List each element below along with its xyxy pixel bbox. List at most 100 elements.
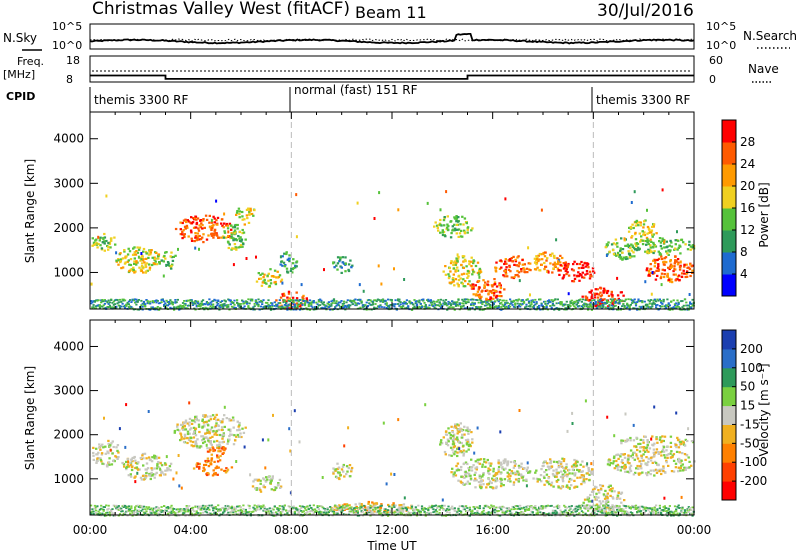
- echo-cell: [211, 414, 215, 417]
- echo-cell: [578, 469, 581, 472]
- echo-cell: [230, 232, 233, 235]
- ground-scatter-cell: [417, 306, 420, 309]
- echo-cell: [239, 236, 242, 239]
- echo-cell: [642, 453, 645, 456]
- ground-scatter-cell: [200, 505, 203, 507]
- ground-scatter-cell: [213, 306, 216, 309]
- isolated-echo: [644, 280, 647, 284]
- ground-scatter-cell: [116, 508, 119, 511]
- echo-cell: [660, 247, 663, 250]
- ground-scatter-cell: [456, 301, 459, 303]
- freq-label-line1: Freq.: [17, 55, 44, 68]
- echo-cell: [458, 232, 462, 235]
- ground-scatter-cell: [282, 298, 285, 301]
- echo-cell: [155, 471, 158, 474]
- ground-scatter-cell: [126, 303, 129, 306]
- echo-cell: [525, 468, 529, 471]
- echo-cell: [173, 431, 176, 434]
- echo-cell: [647, 227, 651, 230]
- ground-scatter-cell: [538, 298, 541, 301]
- echo-cell: [123, 250, 126, 253]
- echo-cell: [155, 457, 158, 460]
- echo-cell: [103, 232, 106, 236]
- ground-scatter-cell: [431, 304, 434, 307]
- echo-cell: [638, 221, 641, 224]
- ground-scatter-cell: [594, 301, 597, 303]
- echo-cell: [157, 253, 161, 256]
- echo-cell: [205, 420, 208, 423]
- ground-scatter-cell: [543, 300, 546, 303]
- nsky-tick-bottom: 10^0: [52, 39, 82, 52]
- echo-cell: [636, 457, 640, 460]
- echo-cell: [670, 278, 673, 281]
- echo-cell: [285, 251, 288, 254]
- echo-cell: [566, 475, 569, 478]
- echo-cell: [194, 434, 198, 437]
- echo-cell: [514, 473, 517, 476]
- ground-scatter-cell: [219, 304, 222, 306]
- echo-cell: [641, 239, 644, 242]
- echo-cell: [677, 239, 680, 242]
- echo-cell: [457, 235, 460, 238]
- echo-cell: [188, 417, 192, 420]
- echo-cell: [223, 222, 226, 225]
- echo-cell: [494, 269, 497, 272]
- echo-cell: [559, 475, 563, 479]
- echo-cell: [252, 480, 255, 483]
- ground-scatter-cell: [427, 298, 430, 301]
- echo-cell: [235, 239, 239, 242]
- ground-scatter-cell: [655, 306, 658, 309]
- ground-scatter-cell: [113, 514, 117, 517]
- echo-cell: [210, 443, 213, 446]
- ground-scatter-cell: [112, 300, 115, 303]
- ground-scatter-cell: [185, 307, 188, 309]
- ground-scatter-cell: [319, 304, 322, 306]
- echo-cell: [279, 263, 282, 266]
- ground-scatter-cell: [471, 307, 474, 309]
- ground-scatter-cell: [482, 301, 485, 303]
- echo-cell: [657, 257, 661, 260]
- echo-cell: [500, 266, 503, 269]
- echo-cell: [626, 438, 629, 441]
- echo-cell: [611, 504, 614, 507]
- nsky-label: N.Sky: [3, 31, 37, 45]
- echo-cell: [600, 299, 603, 302]
- echo-cell: [537, 478, 540, 481]
- ground-scatter-cell: [404, 301, 407, 304]
- cpid-segment-2: normal (fast) 151 RF: [294, 83, 418, 97]
- ground-scatter-cell: [254, 301, 257, 303]
- echo-cell: [452, 451, 455, 454]
- echo-cell: [549, 458, 552, 461]
- echo-cell: [239, 244, 243, 247]
- echo-cell: [577, 470, 581, 473]
- ground-scatter-cell: [252, 306, 255, 309]
- ground-scatter-cell: [447, 307, 450, 309]
- echo-cell: [626, 243, 630, 246]
- echo-cell: [478, 458, 481, 461]
- ground-scatter-cell: [594, 303, 597, 305]
- echo-cell: [163, 254, 166, 258]
- echo-cell: [232, 239, 235, 242]
- echo-cell: [580, 274, 583, 277]
- echo-cell: [540, 480, 543, 483]
- ground-scatter-cell: [667, 303, 670, 306]
- echo-cell: [484, 461, 488, 464]
- echo-cell: [635, 249, 639, 252]
- echo-cell: [691, 246, 694, 249]
- echo-cell: [236, 433, 239, 437]
- ground-scatter-cell: [637, 300, 640, 302]
- echo-cell: [486, 458, 489, 462]
- ground-scatter-cell: [91, 508, 94, 511]
- echo-cell: [571, 468, 575, 471]
- ground-scatter-cell: [599, 305, 602, 307]
- ground-scatter-cell: [135, 300, 138, 303]
- ground-scatter-cell: [420, 298, 424, 301]
- ground-scatter-cell: [636, 308, 639, 311]
- ground-scatter-cell: [233, 506, 236, 509]
- echo-cell: [666, 275, 669, 278]
- echo-cell: [517, 271, 521, 274]
- echo-cell: [146, 467, 150, 470]
- echo-cell: [119, 260, 122, 263]
- echo-cell: [480, 290, 483, 293]
- ground-scatter-cell: [301, 304, 304, 306]
